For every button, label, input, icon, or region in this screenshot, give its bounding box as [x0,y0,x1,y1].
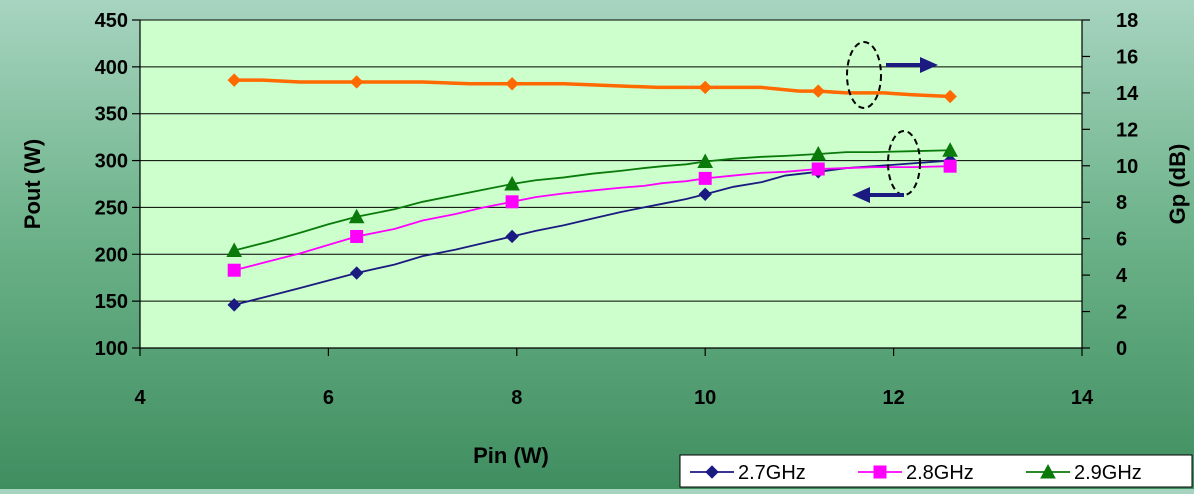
data-point [505,229,519,244]
pout-group-ellipse [887,130,921,196]
y2-tick-label: 10 [1116,156,1138,178]
y-tick-label: 300 [95,151,128,173]
x-tick-label: 12 [882,387,904,409]
y2-tick-label: 12 [1116,119,1138,141]
data-point [698,80,712,95]
y-tick-label: 350 [95,104,128,126]
data-point [505,195,519,209]
series-1 [227,159,957,277]
data-point [504,175,520,191]
legend-marker [1040,463,1056,479]
y2-axis-title: Gp (dB) [1165,144,1190,225]
legend: 2.7GHz 2.8GHz 2.9GHz [679,454,1193,488]
y-tick-label: 100 [95,338,128,360]
series-line [234,78,951,99]
y-tick-label: 450 [95,10,128,32]
x-tick-label: 10 [694,387,716,409]
gp-group-ellipse [846,41,882,109]
data-point [698,171,712,185]
x-axis-title: Pin (W) [473,443,549,468]
y2-tick-label: 0 [1116,338,1127,360]
right-arrow-head [920,57,938,73]
y2-tick-label: 6 [1116,229,1127,251]
y2-tick-label: 14 [1116,83,1139,105]
data-point [227,298,241,312]
y-tick-label: 250 [95,197,128,219]
data-point [942,142,958,157]
y2-tick-label: 2 [1116,302,1127,324]
series-line [233,149,951,252]
legend-box [679,454,1193,488]
series-3 [227,73,957,104]
y2-tick-label: 16 [1116,46,1138,68]
data-point [810,145,827,161]
data-point [943,89,957,104]
data-point [349,75,364,89]
data-point [227,73,241,87]
legend-label: 2.8GHz [906,462,974,484]
x-tick-label: 14 [1071,387,1094,409]
x-tick-label: 8 [511,387,522,409]
legend-label: 2.9GHz [1074,462,1142,484]
data-point [811,162,825,176]
data-point [698,187,712,202]
x-tick-label: 4 [134,387,146,409]
data-point [943,159,957,173]
data-point [227,263,241,277]
data-point [348,208,365,224]
data-point [350,229,364,243]
y2-tick-label: 4 [1116,265,1128,287]
data-point [505,77,519,91]
legend-marker [873,465,887,479]
legend-label: 2.7GHz [738,462,806,484]
data-point [349,266,364,280]
y2-tick-label: 8 [1116,192,1127,214]
y2-tick-label: 18 [1116,10,1138,32]
legend-marker [705,465,719,479]
y-axis-title: Pout (W) [20,139,45,229]
y-tick-label: 200 [95,244,128,266]
plot-area [140,20,1082,348]
data-point [811,84,825,98]
y-tick-label: 400 [95,57,128,79]
left-arrow-head [852,187,870,203]
data-point [697,153,714,169]
x-tick-label: 6 [323,387,334,409]
y-tick-label: 150 [95,291,128,313]
series-2 [226,142,958,258]
data-point [226,242,243,258]
